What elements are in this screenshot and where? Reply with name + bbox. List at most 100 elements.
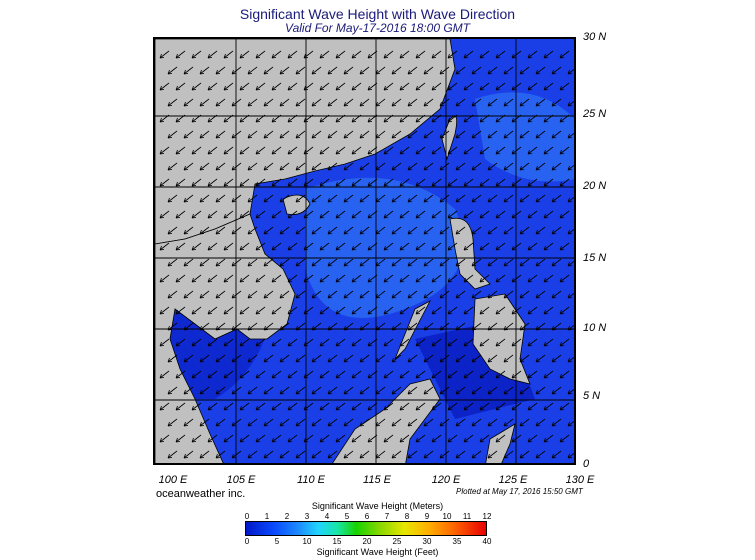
wave-direction-arrow (471, 162, 482, 171)
wave-direction-arrow (271, 434, 282, 443)
meters-tick: 10 (442, 512, 452, 521)
wave-direction-arrow (343, 258, 354, 267)
map-title: Significant Wave Height with Wave Direct… (239, 6, 516, 22)
lon-label-105e: 105 E (226, 474, 256, 486)
wave-direction-arrow (327, 418, 338, 427)
wave-direction-arrow (423, 258, 434, 267)
wave-direction-arrow (175, 434, 186, 443)
wave-direction-arrow (287, 50, 298, 59)
wave-direction-arrow (407, 450, 418, 459)
wave-direction-arrow (511, 146, 522, 155)
wave-direction-arrow (199, 226, 210, 235)
wave-direction-arrow (263, 194, 274, 203)
wave-direction-arrow (463, 338, 474, 347)
wave-direction-arrow (223, 306, 234, 315)
wave-direction-arrow (519, 98, 530, 107)
wave-direction-arrow (391, 98, 402, 107)
wave-direction-arrow (567, 164, 574, 171)
wave-direction-arrow (375, 130, 386, 139)
wave-direction-arrow (271, 402, 282, 411)
wave-direction-arrow (159, 146, 170, 155)
wave-direction-arrow (231, 290, 242, 299)
wave-direction-arrow (407, 354, 418, 363)
wave-direction-arrow (551, 322, 562, 331)
wave-direction-arrow (199, 194, 210, 203)
wave-direction-arrow (263, 450, 274, 459)
wave-direction-arrow (223, 210, 234, 219)
wave-direction-arrow (511, 210, 522, 219)
wave-direction-arrow (255, 114, 266, 123)
wave-direction-arrow (287, 370, 298, 379)
wave-direction-arrow (487, 226, 498, 235)
wave-direction-arrow (455, 162, 466, 171)
wave-direction-arrow (375, 162, 386, 171)
wave-direction-arrow (319, 402, 330, 411)
wave-direction-arrow (215, 418, 226, 427)
wave-direction-arrow (551, 66, 562, 75)
wave-direction-arrow (287, 434, 298, 443)
wave-direction-arrow (303, 402, 314, 411)
wave-direction-arrow (423, 418, 434, 427)
wave-direction-arrow (559, 50, 570, 59)
meters-tick: 2 (284, 512, 290, 521)
wave-direction-arrow (167, 354, 178, 363)
wave-direction-arrow (255, 210, 266, 219)
wave-direction-arrow (535, 354, 546, 363)
wave-direction-arrow (215, 98, 226, 107)
wave-direction-arrow (319, 338, 330, 347)
wave-direction-arrow (351, 146, 362, 155)
wave-direction-arrow (543, 306, 554, 315)
wave-direction-arrow (303, 274, 314, 283)
wave-direction-arrow (167, 98, 178, 107)
wave-direction-arrow (383, 402, 394, 411)
wave-direction-arrow (455, 418, 466, 427)
wave-direction-arrow (439, 98, 450, 107)
wave-direction-arrow (295, 194, 306, 203)
wave-direction-arrow (359, 354, 370, 363)
wave-direction-arrow (423, 130, 434, 139)
wave-direction-arrow (439, 66, 450, 75)
wave-direction-arrow (167, 66, 178, 75)
wave-direction-arrow (439, 194, 450, 203)
wave-direction-arrow (311, 354, 322, 363)
wave-direction-arrow (303, 370, 314, 379)
wave-direction-arrow (255, 146, 266, 155)
wave-direction-arrow (511, 242, 522, 251)
wave-direction-arrow (223, 434, 234, 443)
wave-direction-arrow (463, 178, 474, 187)
wave-direction-arrow (175, 114, 186, 123)
wave-direction-arrow (551, 418, 562, 427)
wave-direction-arrow (183, 354, 194, 363)
wave-direction-arrow (343, 450, 354, 459)
wave-direction-arrow (215, 162, 226, 171)
wave-direction-arrow (447, 402, 458, 411)
meters-tick: 4 (324, 512, 330, 521)
wave-direction-arrow (559, 370, 570, 379)
wave-direction-arrow (551, 386, 562, 395)
wave-direction-arrow (247, 130, 258, 139)
wave-direction-arrow (167, 418, 178, 427)
wave-direction-arrow (423, 226, 434, 235)
wave-direction-arrow (327, 354, 338, 363)
wave-direction-arrow (439, 386, 450, 395)
wave-direction-arrow (367, 274, 378, 283)
wave-direction-arrow (479, 338, 490, 347)
wave-direction-arrow (223, 50, 234, 59)
wave-direction-arrow (303, 338, 314, 347)
wave-direction-arrow (239, 178, 250, 187)
wave-direction-arrow (287, 306, 298, 315)
wave-direction-arrow (231, 354, 242, 363)
wave-direction-arrow (455, 386, 466, 395)
wave-direction-arrow (543, 338, 554, 347)
wave-direction-arrow (295, 354, 306, 363)
wave-direction-arrow (447, 82, 458, 91)
wave-direction-arrow (287, 274, 298, 283)
wave-direction-arrow (183, 162, 194, 171)
wave-direction-arrow (495, 242, 506, 251)
wave-direction-arrow (439, 322, 450, 331)
wave-direction-arrow (375, 450, 386, 459)
wave-direction-arrow (207, 434, 218, 443)
wave-direction-arrow (351, 434, 362, 443)
wave-direction-arrow (263, 290, 274, 299)
wave-direction-arrow (231, 258, 242, 267)
